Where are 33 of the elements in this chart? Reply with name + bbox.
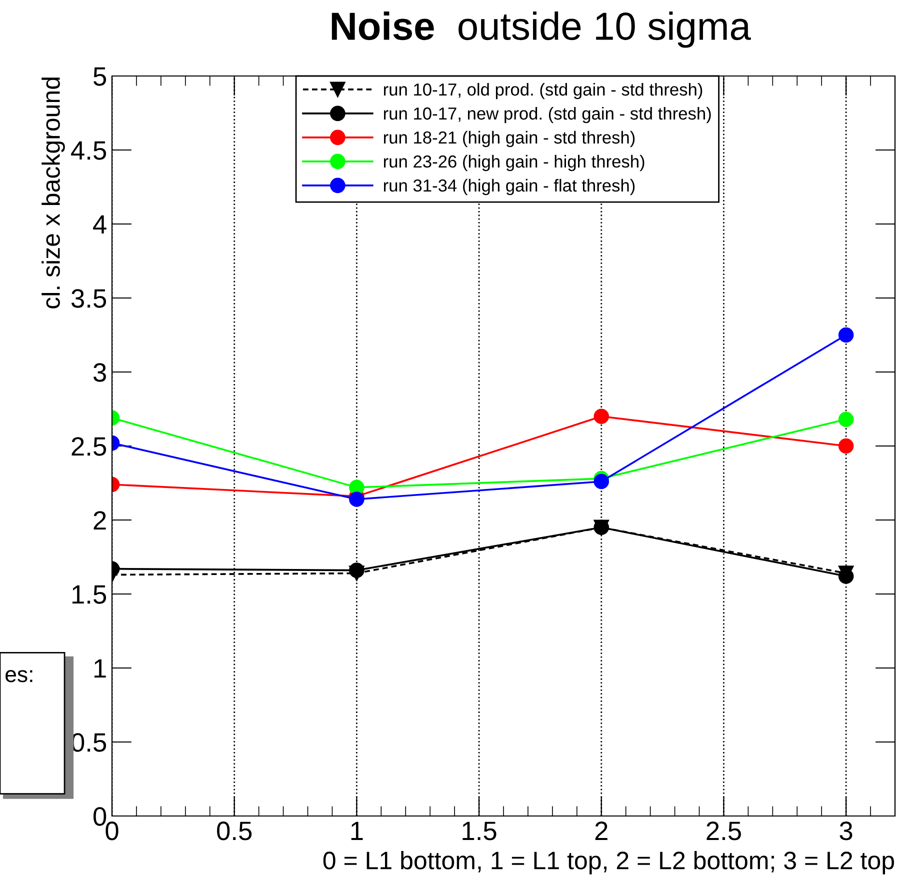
y-tick-label: 4.5	[71, 141, 106, 160]
legend-label: run 18-21 (high gain - std thresh)	[384, 130, 635, 148]
x-tick-label: 1	[351, 822, 363, 840]
legend-label: run 31-34 (high gain - flat thresh)	[384, 178, 635, 196]
legend-label: run 23-26 (high gain - high thresh)	[384, 154, 644, 172]
point	[838, 327, 854, 343]
x-tick-label: 0	[106, 822, 118, 840]
y-tick-label: 3.5	[71, 289, 106, 308]
point	[594, 520, 610, 536]
x-tick-label: 3	[840, 822, 852, 840]
y-tick-label: 5	[94, 67, 106, 86]
point	[594, 474, 610, 490]
point	[838, 568, 854, 584]
point	[838, 438, 854, 454]
legend-label: run 10-17, old prod. (std gain - std thresh)	[384, 82, 702, 100]
y-tick-label: 1.5	[72, 585, 106, 604]
y-tick-label: 0	[93, 807, 106, 826]
y-tick-label: 3	[93, 363, 106, 382]
y-tick-label: 2	[94, 511, 106, 530]
point	[594, 408, 610, 424]
x-tick-label: 1.5	[462, 822, 496, 840]
chart-title: Noise outside 10 sigma	[332, 12, 751, 48]
y-axis-title: cl. size x background	[42, 78, 65, 308]
legend-label: run 10-17, new prod. (std gain - std thresh)	[384, 106, 711, 124]
y-tick-label: 1	[94, 659, 106, 678]
x-tick-label: 2	[595, 822, 608, 840]
text: es:	[6, 670, 32, 682]
x-tick-label: 0.5	[217, 822, 252, 840]
x-axis-title: 0 = L1 bottom, 1 = L1 top, 2 = L2 bottom; 3 = L2 top	[323, 851, 894, 874]
x-tick-label: 2.5	[706, 822, 741, 840]
y-tick-label: 4	[93, 215, 106, 234]
point	[838, 412, 854, 427]
y-tick-label: 2.5	[72, 437, 106, 456]
